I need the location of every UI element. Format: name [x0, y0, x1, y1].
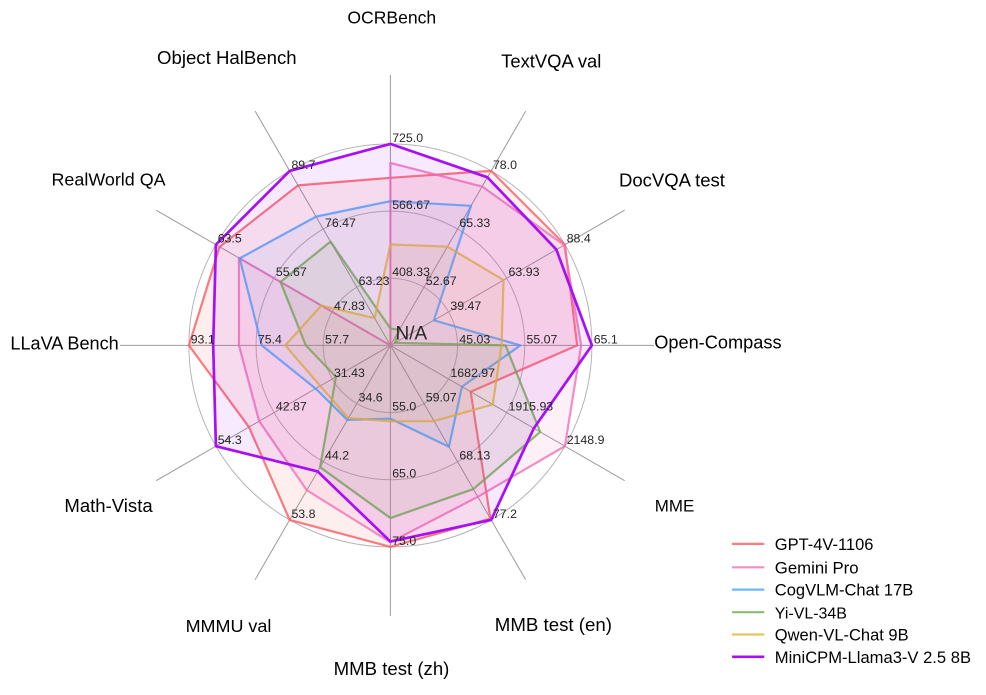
svg-text:93.1: 93.1 [191, 332, 215, 346]
svg-text:408.33: 408.33 [392, 265, 430, 279]
svg-text:31.43: 31.43 [334, 366, 365, 380]
svg-text:63.93: 63.93 [509, 265, 540, 279]
svg-text:Qwen-VL-Chat 9B: Qwen-VL-Chat 9B [775, 627, 909, 645]
svg-text:45.03: 45.03 [459, 332, 490, 346]
svg-text:77.2: 77.2 [493, 507, 517, 521]
svg-text:63.23: 63.23 [359, 274, 390, 288]
svg-text:55.0: 55.0 [392, 400, 416, 414]
svg-text:N/A: N/A [396, 324, 428, 345]
svg-text:59.07: 59.07 [426, 391, 457, 405]
svg-text:75.4: 75.4 [258, 332, 282, 346]
svg-text:52.67: 52.67 [426, 274, 457, 288]
svg-text:89.7: 89.7 [291, 158, 315, 172]
svg-text:GPT-4V-1106: GPT-4V-1106 [775, 536, 874, 554]
svg-text:34.6: 34.6 [359, 391, 383, 405]
svg-text:CogVLM-Chat 17B: CogVLM-Chat 17B [775, 582, 914, 600]
svg-text:55.07: 55.07 [527, 332, 558, 346]
svg-text:RealWorld QA: RealWorld QA [52, 170, 166, 190]
svg-text:MiniCPM-Llama3-V 2.5 8B: MiniCPM-Llama3-V 2.5 8B [775, 648, 971, 667]
svg-text:Gemini Pro: Gemini Pro [775, 558, 859, 577]
svg-text:1915.93: 1915.93 [509, 400, 554, 414]
svg-text:63.5: 63.5 [218, 232, 242, 246]
svg-text:65.1: 65.1 [594, 332, 618, 346]
svg-text:55.67: 55.67 [276, 265, 307, 279]
svg-text:Yi-VL-34B: Yi-VL-34B [775, 605, 847, 622]
svg-text:MME: MME [655, 497, 694, 516]
svg-text:Open-Compass: Open-Compass [654, 332, 781, 352]
svg-text:78.0: 78.0 [493, 158, 517, 172]
svg-text:Math-Vista: Math-Vista [64, 495, 153, 516]
svg-text:Object HalBench: Object HalBench [157, 47, 297, 68]
svg-text:MMMU val: MMMU val [186, 616, 272, 636]
svg-text:TextVQA val: TextVQA val [501, 51, 601, 72]
svg-text:2148.9: 2148.9 [567, 433, 605, 447]
svg-text:MMB test (en): MMB test (en) [495, 614, 612, 635]
svg-text:57.7: 57.7 [325, 332, 349, 346]
svg-text:76.47: 76.47 [325, 216, 356, 230]
svg-text:68.13: 68.13 [459, 449, 490, 463]
svg-text:47.83: 47.83 [334, 299, 365, 313]
svg-text:44.2: 44.2 [325, 449, 349, 463]
svg-text:54.3: 54.3 [218, 433, 242, 447]
svg-text:LLaVA Bench: LLaVA Bench [10, 334, 118, 354]
svg-text:566.67: 566.67 [392, 198, 430, 212]
svg-text:65.0: 65.0 [392, 467, 416, 481]
svg-text:1682.97: 1682.97 [450, 366, 495, 380]
svg-text:MMB test (zh): MMB test (zh) [334, 658, 450, 679]
svg-text:725.0: 725.0 [392, 131, 423, 145]
svg-text:42.87: 42.87 [276, 400, 307, 414]
svg-text:75.0: 75.0 [392, 534, 416, 548]
svg-text:65.33: 65.33 [459, 216, 490, 230]
svg-text:DocVQA test: DocVQA test [619, 170, 725, 191]
svg-text:53.8: 53.8 [291, 507, 315, 521]
svg-text:88.4: 88.4 [567, 232, 591, 246]
svg-text:OCRBench: OCRBench [347, 8, 436, 28]
svg-text:39.47: 39.47 [450, 299, 481, 313]
